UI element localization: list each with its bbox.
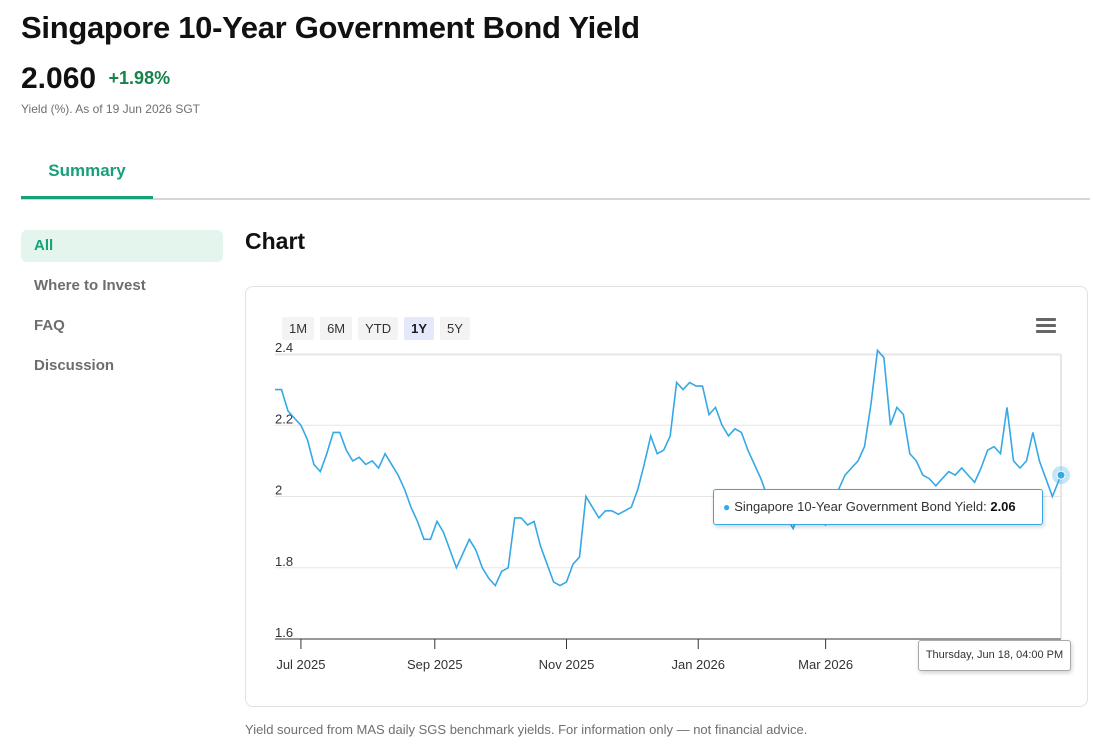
yield-series-line [275,348,1062,588]
range-button-1m[interactable]: 1M [282,317,315,340]
x-tick-label: Jul 2025 [276,657,325,672]
x-tick-label: Sep 2025 [407,657,463,672]
range-button-1y[interactable]: 1Y [404,317,435,340]
footer-note: Yield sourced from MAS daily SGS benchma… [245,722,808,737]
sidenav-item-all[interactable]: All [21,230,223,262]
range-selector: 1M 6M YTD 1Y 5Y [282,317,470,340]
tooltip-value: 2.06 [990,499,1016,514]
sidenav-item-where-to-invest[interactable]: Where to Invest [34,277,146,294]
sidenav-item-faq[interactable]: FAQ [34,317,65,334]
y-tick-label: 1.6 [275,625,293,640]
range-button-5y[interactable]: 5Y [440,317,470,340]
as-of-label: Yield (%). As of 19 Jun 2026 SGT [21,102,200,116]
current-yield: 2.060 [21,62,97,95]
hamburger-menu-icon[interactable] [1036,318,1056,336]
sidenav-item-discussion[interactable]: Discussion [34,357,115,374]
range-button-6m[interactable]: 6M [320,317,353,340]
yield-change: +1.98% [108,68,171,88]
price-row: 2.060 +1.98% [21,62,170,96]
y-tick-label: 1.8 [275,554,293,569]
highlight-point [1056,470,1066,480]
x-tick-label: Mar 2026 [798,657,853,672]
section-title: Chart [245,228,306,254]
side-nav: All Where to Invest FAQ Discussion [21,230,223,390]
x-tick-label: Nov 2025 [539,657,595,672]
date-tooltip: Thursday, Jun 18, 04:00 PM [918,640,1071,671]
chart-card: 1M 6M YTD 1Y 5Y 1.6 1.8 2 2.2 2.4 Jul 2025 Se… [245,286,1088,707]
y-tick-label: 2.2 [275,411,293,426]
series-marker-icon: ● [723,500,731,514]
tooltip-series-label: Singapore 10-Year Government Bond Yield: [734,499,987,514]
range-button-ytd[interactable]: YTD [358,317,399,340]
y-tick-label: 2.4 [275,340,293,355]
page-title: Singapore 10-Year Government Bond Yield [21,10,640,45]
value-tooltip: ● Singapore 10-Year Government Bond Yield… [713,489,1043,525]
y-tick-label: 2 [275,483,282,498]
tab-bar: Summary [21,150,1090,200]
line-chart: 1.6 1.8 2 2.2 2.4 Jul 2025 Sep 2025 Nov 2025 Ja… [275,340,1070,672]
tab-summary[interactable]: Summary [21,150,153,199]
x-tick-label: Jan 2026 [671,657,725,672]
